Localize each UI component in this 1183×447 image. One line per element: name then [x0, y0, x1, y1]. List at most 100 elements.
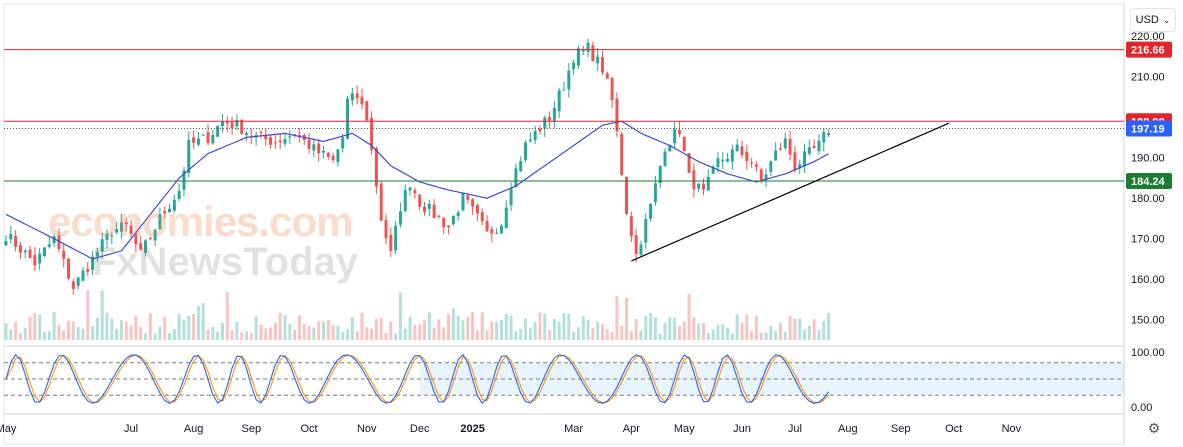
candle-body	[148, 237, 152, 239]
candle-body	[230, 122, 234, 128]
volume-bar	[331, 325, 335, 340]
candle-body	[586, 42, 590, 53]
candle-body	[42, 247, 46, 257]
candle-body	[437, 215, 441, 217]
candle-body	[759, 169, 763, 182]
volume-bar	[437, 319, 441, 340]
candle-body	[110, 235, 114, 237]
candle-body	[610, 77, 614, 101]
currency-selector[interactable]: USD ⌄	[1130, 8, 1176, 32]
volume-bar	[596, 321, 600, 340]
volume-bar	[572, 332, 576, 340]
volume-bar	[52, 312, 56, 340]
candle-body	[346, 98, 350, 139]
volume-bar	[706, 333, 710, 340]
candle-body	[153, 229, 157, 241]
candle-body	[567, 70, 571, 90]
level-tag-text: 184.24	[1131, 176, 1166, 188]
volume-bar	[418, 324, 422, 340]
level-tag-text: 216.66	[1131, 45, 1165, 57]
volume-bar	[774, 331, 778, 340]
volume-bar	[317, 321, 321, 340]
candle-body	[134, 233, 138, 245]
candle-body	[658, 165, 662, 184]
volume-bar	[495, 322, 499, 340]
candle-body	[485, 220, 489, 232]
candle-body	[206, 132, 210, 144]
volume-bar	[124, 321, 128, 340]
candle-body	[71, 281, 75, 289]
candle-body	[822, 131, 826, 143]
volume-bar	[653, 317, 657, 340]
candle-body	[211, 134, 215, 144]
candle-body	[653, 183, 657, 203]
candle-body	[163, 211, 167, 214]
candle-body	[76, 277, 80, 286]
volume-bar	[471, 312, 475, 340]
volume-bar	[668, 317, 672, 340]
candle-body	[158, 214, 162, 230]
candle-body	[581, 49, 585, 52]
volume-bar	[144, 333, 147, 340]
settings-gear-icon[interactable]: ⚙	[1147, 420, 1161, 436]
candle-body	[475, 205, 479, 214]
candle-body	[168, 208, 172, 213]
candle-body	[177, 191, 181, 199]
volume-bar	[28, 316, 32, 340]
candle-body	[307, 139, 311, 149]
candle-body	[187, 139, 191, 174]
candle-body	[225, 121, 229, 124]
candle-body	[62, 250, 66, 259]
volume-bar	[711, 329, 715, 340]
candle-body	[374, 147, 378, 187]
x-tick-label: Dec	[410, 423, 430, 435]
volume-bar	[788, 315, 792, 340]
candle-body	[144, 240, 147, 253]
volume-bar	[115, 328, 119, 340]
volume-bar	[249, 333, 253, 340]
candle-body	[201, 134, 205, 136]
candle-body	[28, 249, 32, 258]
candle-body	[490, 229, 494, 234]
candle-body	[562, 89, 566, 91]
volume-bar	[384, 332, 388, 340]
volume-bar	[562, 313, 566, 340]
volume-bar	[783, 332, 787, 340]
volume-bar	[288, 323, 292, 340]
volume-bar	[610, 332, 614, 340]
volume-bar	[86, 290, 90, 340]
moving-average-line	[5, 120, 829, 260]
candle-body	[764, 174, 768, 180]
candle-body	[172, 199, 176, 211]
candle-body	[331, 155, 335, 160]
volume-bar	[254, 316, 258, 340]
volume-bar	[206, 329, 210, 340]
volume-bar	[259, 324, 263, 340]
volume-bar	[394, 333, 398, 340]
candle-body	[365, 101, 369, 121]
x-tick-label: Mar	[564, 423, 583, 435]
stoch-tick-label: 0.00	[1131, 402, 1152, 414]
candle-body	[673, 129, 677, 144]
candle-body	[47, 244, 51, 247]
candle-body	[18, 245, 22, 253]
candle-body	[259, 132, 263, 134]
level-tag-184.24	[1126, 173, 1172, 190]
volume-bar	[423, 320, 426, 340]
volume-bar	[466, 317, 470, 340]
volume-bar	[403, 328, 407, 340]
x-tick-label: Jul	[124, 423, 138, 435]
volume-bar	[346, 329, 350, 340]
candle-body	[81, 270, 85, 281]
y-tick-label: 220.00	[1131, 31, 1165, 43]
volume-bar	[716, 324, 720, 340]
candle-body	[538, 128, 542, 132]
candle-body	[644, 219, 648, 243]
volume-bar	[119, 320, 123, 340]
candle-body	[591, 45, 595, 62]
volume-bar	[71, 321, 75, 340]
y-tick-label: 170.00	[1131, 234, 1165, 246]
current-price-text: 197.19	[1131, 124, 1165, 136]
volume-bar	[360, 312, 364, 340]
